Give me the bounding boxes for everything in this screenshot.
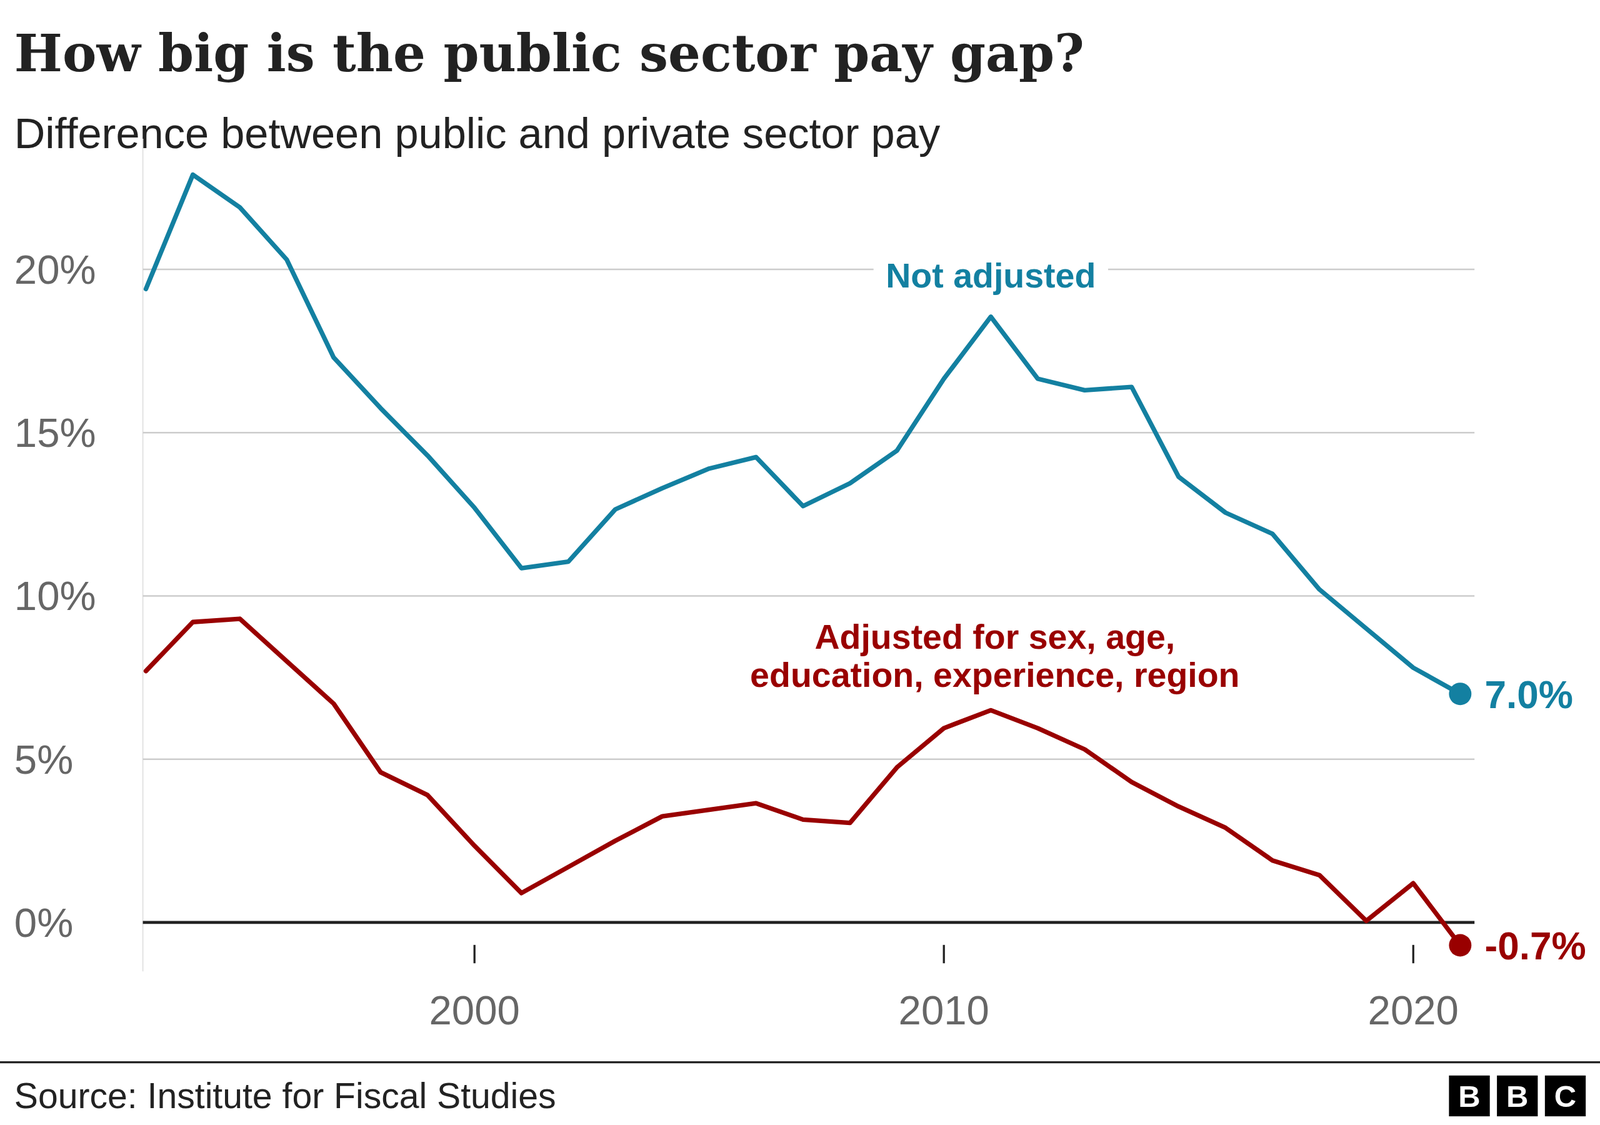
chart: How big is the public sector pay gap? Dif…: [0, 0, 1600, 1125]
y-tick-label: 0%: [14, 900, 74, 946]
y-tick-label: 20%: [14, 246, 97, 293]
series-label-line: Adjusted for sex, age,: [814, 617, 1175, 657]
y-tick-label: 10%: [14, 573, 97, 619]
y-axis-line: [142, 138, 144, 972]
series-label: Adjusted for sex, age,education, experie…: [750, 617, 1240, 694]
y-tick-label: 15%: [14, 410, 97, 456]
grid-line: [143, 595, 1475, 597]
logo-box: [1545, 1075, 1586, 1117]
series-label-line: Not adjusted: [885, 256, 1096, 295]
footer-rule: [0, 1061, 1600, 1064]
grid-line: [143, 758, 1475, 760]
subtitle: Difference between public and private se…: [14, 109, 941, 158]
end-marker: [1448, 682, 1472, 705]
logo-box: [1448, 1075, 1490, 1117]
series-label: Not adjusted: [885, 256, 1096, 295]
y-tick-label: 5%: [14, 736, 74, 783]
x-tick-label: 2000: [429, 987, 520, 1034]
x-tick-label: 2010: [898, 987, 990, 1034]
grid-line: [143, 431, 1475, 434]
x-tick: [473, 945, 476, 964]
source: Source: Institute for Fiscal Studies: [14, 1075, 557, 1116]
data-label: -0.7%: [1485, 924, 1587, 968]
logo: BBC: [1448, 1075, 1586, 1117]
end-marker: [1448, 934, 1472, 957]
plot-area: [145, 175, 1460, 946]
series-label-line: education, experience, region: [750, 655, 1240, 695]
label-bg: [873, 256, 1109, 295]
series-line: [145, 175, 1460, 695]
x-tick: [943, 945, 945, 964]
logo-letter: B: [1506, 1079, 1529, 1114]
data-label: 7.0%: [1485, 673, 1574, 717]
x-tick: [1412, 945, 1415, 964]
logo-letter: B: [1458, 1079, 1480, 1114]
title: How big is the public sector pay gap?: [14, 23, 1085, 84]
series-line: [145, 618, 1460, 945]
zero-line: [143, 920, 1475, 924]
grid-line: [143, 268, 1475, 271]
logo-letter: C: [1554, 1079, 1577, 1114]
x-tick-label: 2020: [1368, 987, 1459, 1034]
logo-box: [1496, 1075, 1538, 1117]
